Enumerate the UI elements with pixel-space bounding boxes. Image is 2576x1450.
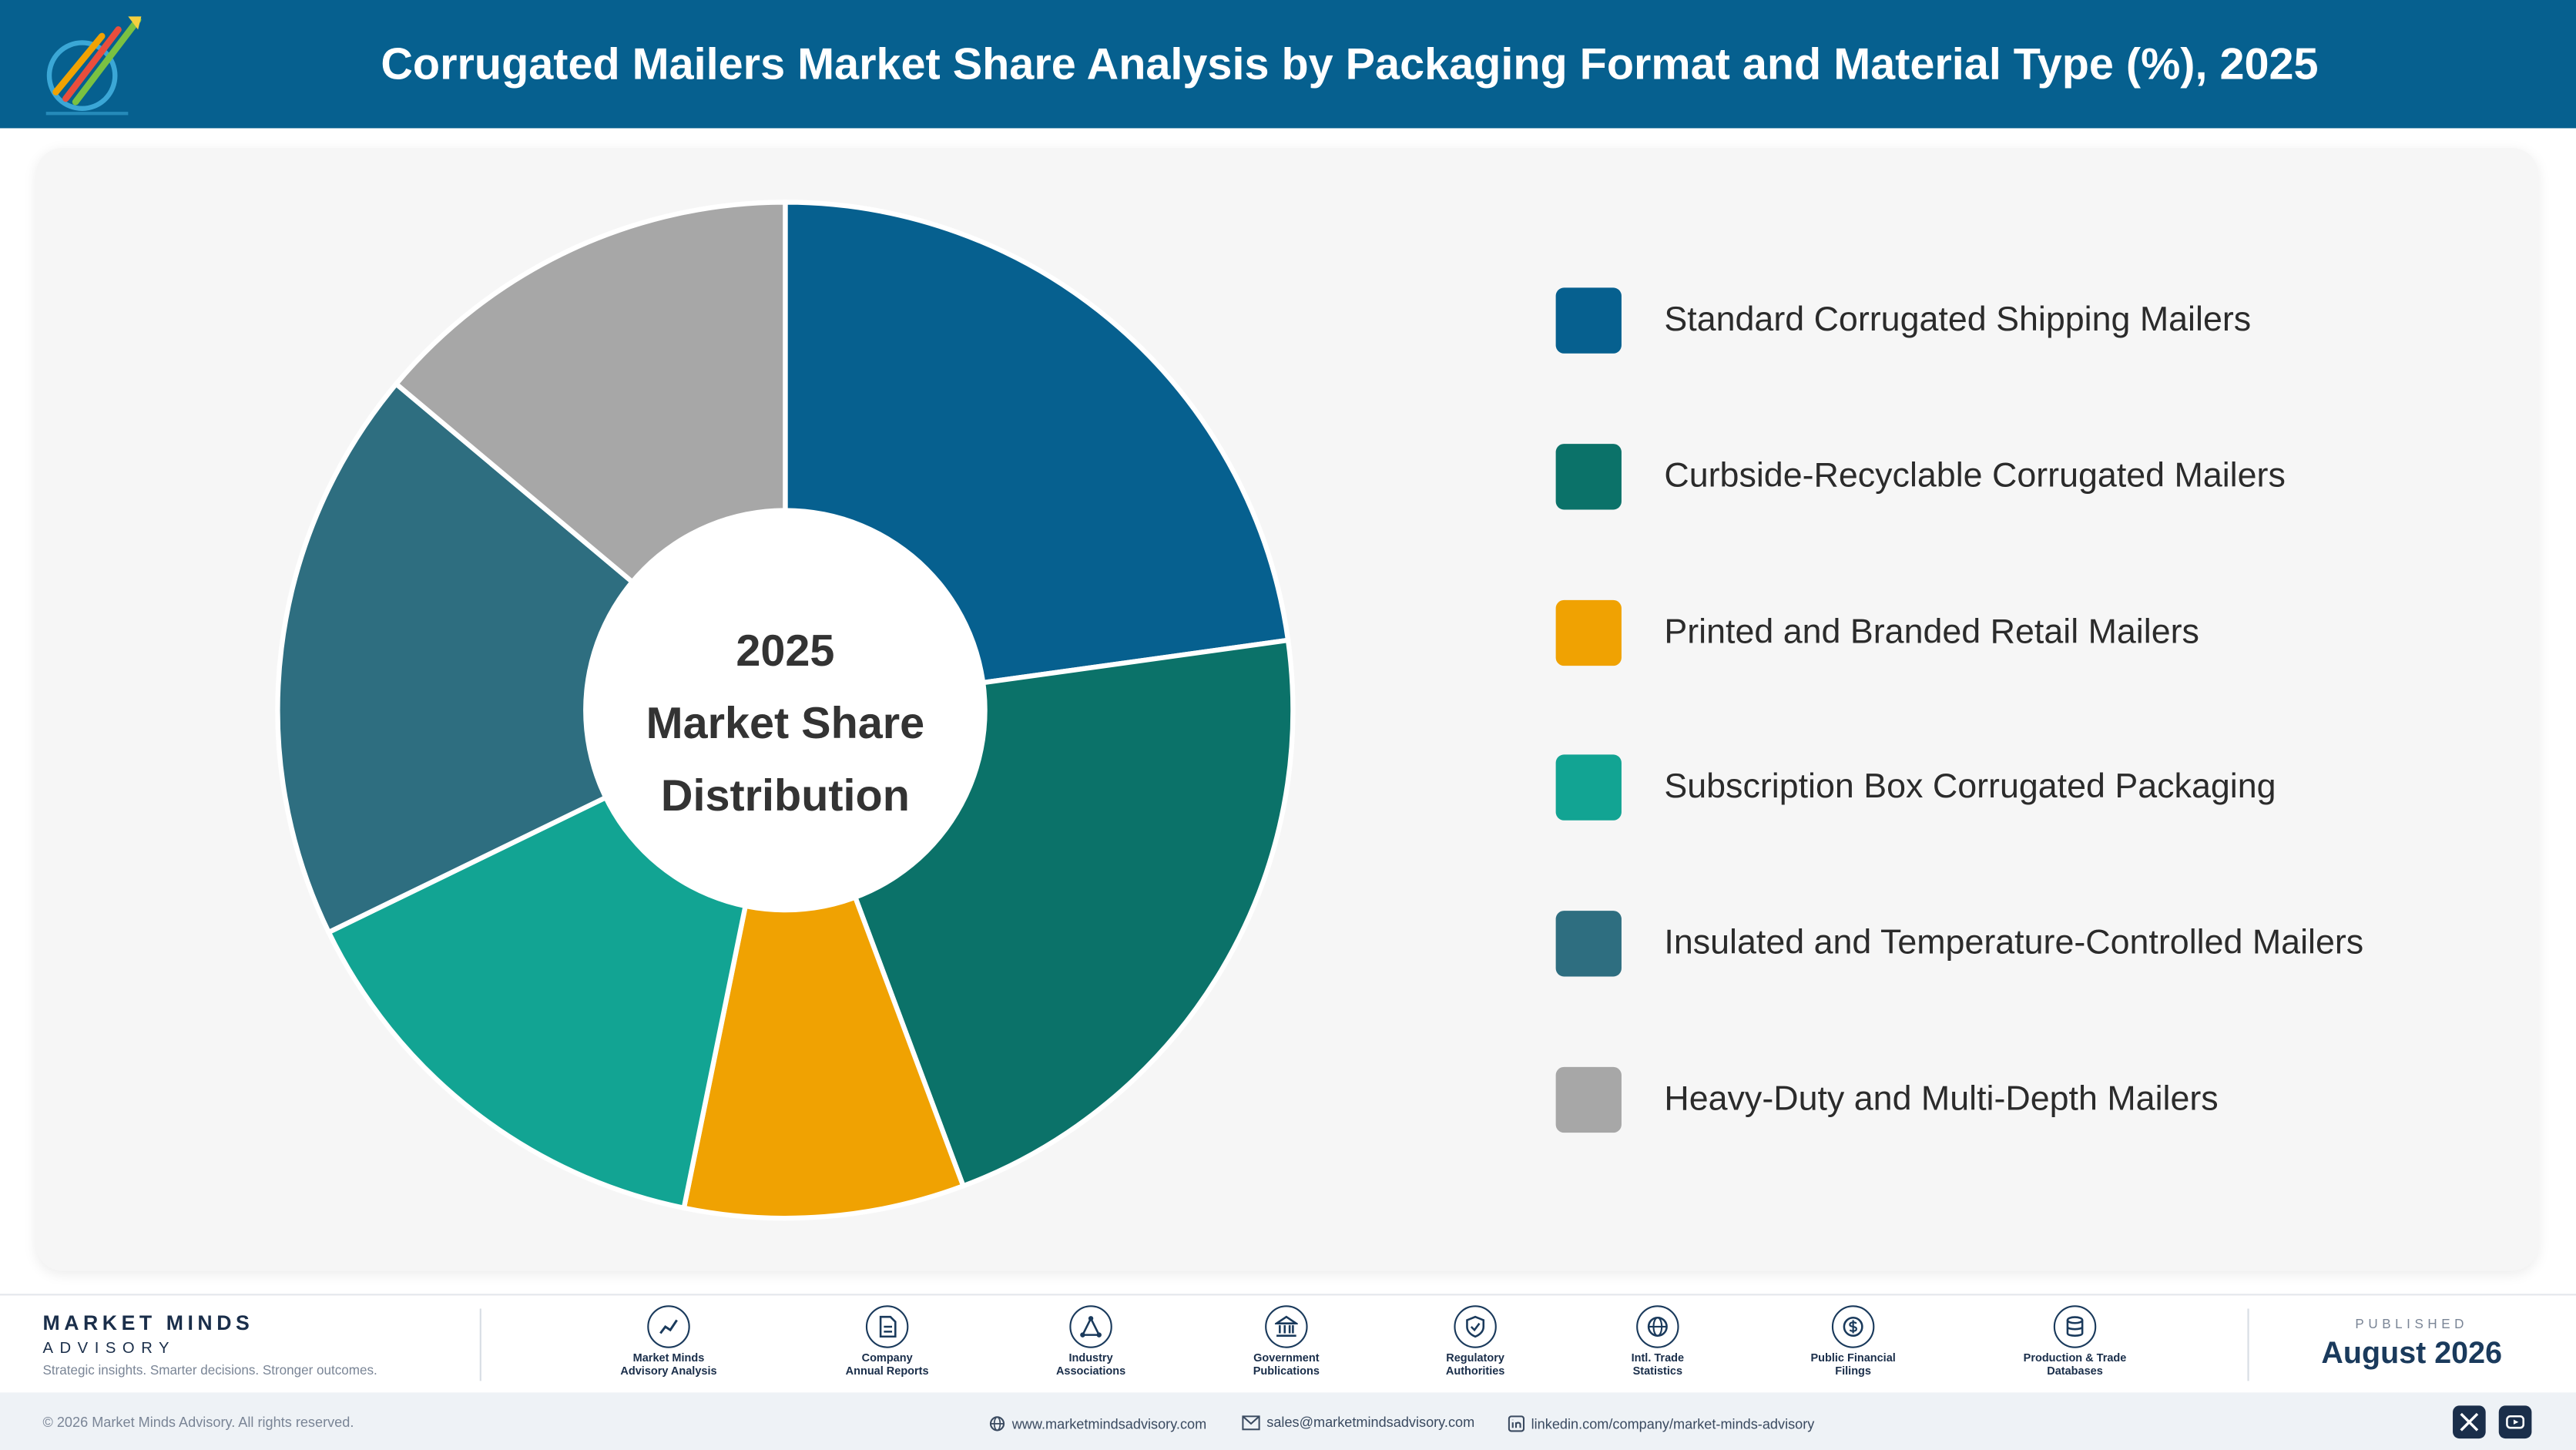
mail-icon (1242, 1415, 1260, 1431)
source-label: Databases (2047, 1366, 2103, 1378)
donut-chart: 2025 Market Share Distribution (275, 202, 1293, 1221)
source-label: Associations (1055, 1366, 1126, 1378)
website-link[interactable]: www.marketmindsadvisory.com (989, 1412, 1206, 1432)
copyright: © 2026 Market Minds Advisory. All rights… (42, 1414, 354, 1431)
source-production-databases: Production & Trade Databases (1984, 1305, 2165, 1379)
coin-icon (1831, 1305, 1875, 1348)
youtube-icon[interactable] (2498, 1405, 2532, 1439)
divider (2247, 1308, 2249, 1381)
footer: MARKET MINDS ADVISORY Strategic insights… (0, 1294, 2576, 1393)
source-label: Industry (1068, 1353, 1113, 1365)
legend-swatch (1555, 754, 1622, 821)
source-label: Filings (1835, 1366, 1871, 1378)
legend-swatch (1555, 444, 1622, 510)
source-market-minds: Market Minds Advisory Analysis (579, 1305, 760, 1379)
email-text: sales@marketmindsadvisory.com (1266, 1414, 1475, 1431)
source-label: Advisory Analysis (620, 1366, 717, 1378)
source-industry-associations: Industry Associations (1001, 1305, 1182, 1379)
header-bar: Corrugated Mailers Market Share Analysis… (0, 0, 2576, 129)
legend-label: Heavy-Duty and Multi-Depth Mailers (1664, 1079, 2219, 1118)
source-government: Government Publications (1196, 1305, 1377, 1379)
chart-line-icon (647, 1305, 690, 1348)
legend-label: Subscription Box Corrugated Packaging (1664, 767, 2276, 806)
legend-item: Heavy-Duty and Multi-Depth Mailers (1555, 1066, 2476, 1133)
source-label: Production & Trade (2023, 1353, 2127, 1365)
linkedin-icon (1508, 1415, 1525, 1432)
center-text-line-2: Market Share (646, 699, 925, 748)
legend-swatch (1555, 1066, 1622, 1133)
legend-item: Subscription Box Corrugated Packaging (1555, 754, 2476, 821)
published-label: PUBLISHED (2355, 1317, 2469, 1332)
legend-item: Curbside-Recyclable Corrugated Mailers (1555, 444, 2476, 510)
legend-swatch (1555, 599, 1622, 666)
source-label: Market Minds (632, 1353, 705, 1365)
pie-slice-5 (275, 380, 790, 936)
network-icon (1069, 1305, 1112, 1348)
bottom-bar: © 2026 Market Minds Advisory. All rights… (0, 1392, 2576, 1450)
center-text-line-1: 2025 (736, 626, 834, 676)
source-financial-filings: Public Financial Filings (1763, 1305, 1944, 1379)
donut-hole (583, 508, 988, 913)
source-label: Authorities (1445, 1366, 1505, 1378)
center-text-line-3: Distribution (661, 771, 910, 821)
brand-sub: ADVISORY (42, 1340, 176, 1358)
legend-item: Insulated and Temperature-Controlled Mai… (1555, 911, 2476, 977)
shield-icon (1454, 1305, 1497, 1348)
market-minds-logo (45, 16, 142, 116)
pie-slice-3 (681, 701, 967, 1221)
source-label: Government (1253, 1353, 1320, 1365)
source-trade-statistics: Intl. Trade Statistics (1568, 1305, 1749, 1379)
source-regulatory: Regulatory Authorities (1385, 1305, 1566, 1379)
linkedin-link[interactable]: linkedin.com/company/market-minds-adviso… (1508, 1412, 1815, 1432)
database-icon (2053, 1305, 2097, 1348)
website-text: www.marketmindsadvisory.com (1011, 1415, 1207, 1432)
brand-name: MARKET MINDS (42, 1311, 254, 1335)
source-label: Regulatory (1446, 1353, 1504, 1365)
x-icon[interactable] (2453, 1405, 2486, 1439)
source-label: Intl. Trade (1631, 1353, 1685, 1365)
source-label: Publications (1253, 1366, 1320, 1378)
source-label: Statistics (1632, 1366, 1683, 1378)
chart-title: Corrugated Mailers Market Share Analysis… (381, 39, 2319, 89)
legend-label: Insulated and Temperature-Controlled Mai… (1664, 924, 2364, 962)
legend-swatch (1555, 287, 1622, 354)
source-label: Annual Reports (845, 1366, 929, 1378)
email-link[interactable]: sales@marketmindsadvisory.com (1242, 1412, 1475, 1431)
brand-tagline: Strategic insights. Smarter decisions. S… (42, 1362, 377, 1378)
document-icon (865, 1305, 909, 1348)
globe-icon (1636, 1305, 1679, 1348)
legend-swatch (1555, 911, 1622, 977)
building-icon (1265, 1305, 1308, 1348)
legend-label: Standard Corrugated Shipping Mailers (1664, 300, 2252, 339)
source-label: Company (861, 1353, 913, 1365)
published-date: August 2026 (2321, 1334, 2503, 1370)
legend-item: Printed and Branded Retail Mailers (1555, 599, 2476, 666)
source-annual-reports: Company Annual Reports (797, 1305, 978, 1379)
legend-label: Curbside-Recyclable Corrugated Mailers (1664, 457, 2286, 495)
legend-label: Printed and Branded Retail Mailers (1664, 613, 2199, 651)
divider (479, 1308, 481, 1381)
legend-item: Standard Corrugated Shipping Mailers (1555, 287, 2476, 354)
source-label: Public Financial (1810, 1353, 1896, 1365)
linkedin-text: linkedin.com/company/market-minds-adviso… (1531, 1415, 1815, 1432)
globe-icon (989, 1416, 1005, 1432)
